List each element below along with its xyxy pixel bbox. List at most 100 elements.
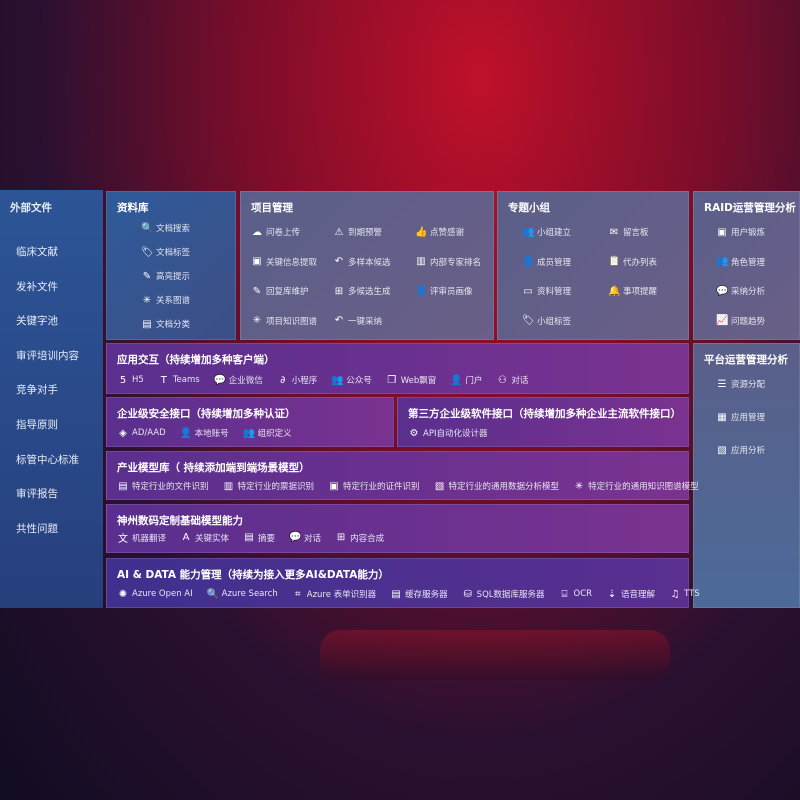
item-role[interactable]: 👥 角色管理 [716,256,765,268]
item-alarm[interactable]: ⚠ 到期预警 [333,226,383,239]
pen-icon: ✎ [142,270,152,282]
item-label: 内容合成 [350,533,385,544]
wecom-icon: 💬 [213,374,227,386]
item-person[interactable]: 👤 评审员画像 [415,285,473,298]
sidebar-item[interactable]: 共性问题 [16,522,58,535]
item-cloud-upload[interactable]: ☁ 问卷上传 [251,226,301,239]
item-ocr[interactable]: ⌸ OCR [559,588,593,600]
item-tts[interactable]: ♫ TTS [669,588,700,600]
item-chart[interactable]: ▧ 特定行业的通用数据分析模型 [434,480,560,493]
aad-icon: ◈ [119,427,127,439]
item-label: 对话 [511,376,529,386]
item-label: AD/AAD [132,428,166,438]
item-qa[interactable]: 💬 采纳分析 [716,285,765,298]
panel-title: 企业级安全接口（持续增加多种认证） [117,408,296,420]
sidebar-item[interactable]: 标管中心标准 [16,453,79,466]
item-thumbs-up[interactable]: 👍 点赞感谢 [415,226,464,239]
item-openai[interactable]: ✺ Azure Open AI [117,588,193,600]
item-reply[interactable]: ↶ 一键采纳 [333,315,382,327]
item-file[interactable]: ▤ 特定行业的文件识别 [117,480,209,493]
item-puzzle[interactable]: ⊞ 多候选生成 [333,285,391,298]
item-label: 本地账号 [194,429,229,439]
item-label: 评审员画像 [430,287,473,297]
item-label: SQL数据库服务器 [476,590,545,600]
item-ranking[interactable]: ▥ 内部专家排名 [415,256,481,268]
item-extract[interactable]: ▣ 关键信息提取 [251,256,317,268]
item-graph[interactable]: ✳ 项目知识图谱 [251,315,317,327]
tts-icon: ♫ [670,588,680,600]
item-form-recognizer[interactable]: ⌗ Azure 表单识别器 [292,588,376,601]
item-edit[interactable]: ✎ 回复库维护 [251,285,309,298]
item-group[interactable]: 👥 小组建立 [522,226,571,239]
item-compose[interactable]: ⊞ 内容合成 [335,530,384,545]
analysis-icon: ▧ [717,444,727,456]
extract-icon: ▣ [252,256,262,267]
sidebar-item[interactable]: 竞争对手 [16,384,58,397]
item-label: 留言板 [623,228,649,238]
sidebar-item[interactable]: 临床文献 [16,246,58,258]
item-chat[interactable]: 💬 对话 [289,530,321,545]
sidebar-item[interactable]: 指导原则 [16,419,58,431]
compose-icon: ⊞ [336,532,346,543]
item-apps[interactable]: ▦ 应用管理 [716,411,765,424]
item-member[interactable]: 👤 成员管理 [522,256,571,268]
receipt-icon: ▥ [223,480,234,492]
item-html5[interactable]: 5 H5 [117,374,144,386]
item-org[interactable]: 👥 组织定义 [243,427,292,440]
item-search[interactable]: 🔍 Azure Search [207,588,278,600]
item-tag[interactable]: 🏷 小组标签 [522,315,571,327]
item-list[interactable]: ☰ 资源分配 [716,378,766,391]
item-speech[interactable]: ⇣ 语音理解 [606,588,655,601]
item-trend[interactable]: 📈 问题趋势 [716,315,765,327]
sidebar-item[interactable]: 关键字池 [16,315,58,328]
item-window[interactable]: ❐ Web飘窗 [386,374,436,387]
form-recognizer-icon: ⌗ [294,588,301,600]
panel-title: 第三方企业级软件接口（持续增加多种企业主流软件接口） [408,408,681,420]
item-bbs[interactable]: ✉ 留言板 [608,226,649,239]
item-label: 公众号 [346,376,372,386]
role-icon: 👥 [716,256,729,267]
item-gear[interactable]: ⚙ API自动化设计器 [408,427,488,440]
item-pen[interactable]: ✎ 高亮提示 [141,270,190,283]
item-tag[interactable]: 🏷 文档标签 [141,246,190,259]
item-entity[interactable]: A 关键实体 [180,530,229,545]
item-local-account[interactable]: 👤 本地账号 [180,427,229,440]
item-label: 特定行业的通用数据分析模型 [448,482,560,492]
item-doc-category[interactable]: ▤ 文档分类 [141,318,190,331]
item-summary[interactable]: ▤ 摘要 [243,530,275,545]
item-aad[interactable]: ◈ AD/AAD [117,427,166,439]
item-graph[interactable]: ✳ 关系图谱 [141,294,190,307]
item-dialog[interactable]: ⚇ 对话 [496,374,529,387]
item-portal[interactable]: 👤 门户 [450,374,482,387]
sidebar-item[interactable]: 审评培训内容 [16,349,79,362]
item-translate[interactable]: 文机器翻译 [117,530,166,546]
sidebar-item[interactable]: 发补文件 [16,280,58,293]
item-teams[interactable]: T Teams [158,374,200,386]
item-id-card[interactable]: ▣ 特定行业的证件识别 [328,480,419,493]
item-wecom[interactable]: 💬 企业微信 [213,374,263,387]
item-receipt[interactable]: ▥ 特定行业的票据识别 [223,480,314,493]
teams-icon: T [160,374,167,386]
item-public-account[interactable]: 👥 公众号 [331,374,372,387]
sidebar-external-files: 外部文件 临床文献 发补文件 关键字池 审评培训内容 竞争对手 指导原则 标管中心标准 审评报… [0,190,103,608]
item-database[interactable]: ⛁ SQL数据库服务器 [462,588,545,601]
item-bell[interactable]: 🔔 事项提醒 [608,285,657,298]
item-folder[interactable]: ▭ 资料管理 [522,285,571,298]
item-id-card[interactable]: ▣ 用户锻炼 [716,226,765,239]
item-label: 多样本候选 [348,257,391,268]
miniprogram-icon: ∂ [280,374,286,386]
item-analysis[interactable]: ▧ 应用分析 [716,444,765,457]
sidebar-item[interactable]: 审评报告 [16,488,58,501]
item-graph[interactable]: ✳ 特定行业的通用知识图谱模型 [573,480,699,493]
item-label: 问题趋势 [731,316,766,327]
item-cache-server[interactable]: ▤ 缓存服务器 [390,588,447,601]
item-label: 问卷上传 [266,228,301,238]
item-label: 特定行业的文件识别 [132,482,209,492]
summary-icon: ▤ [244,532,254,543]
item-clipboard[interactable]: 📋 代办列表 [608,256,657,268]
group-icon: 👥 [522,226,535,238]
item-miniprogram[interactable]: ∂ 小程序 [277,374,317,387]
item-doc-search[interactable]: 🔍 文档搜索 [141,222,190,235]
item-label: 对话 [304,533,322,544]
item-reply[interactable]: ↶ 多样本候选 [333,256,391,268]
